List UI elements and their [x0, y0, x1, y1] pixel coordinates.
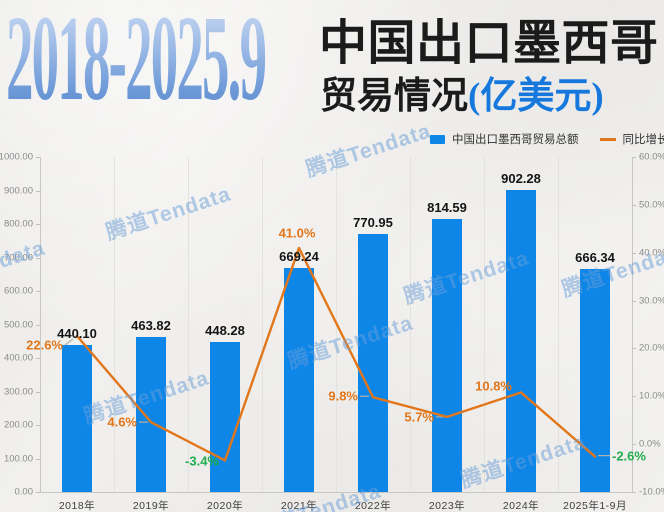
y-axis-right-tick-mark — [632, 300, 636, 302]
growth-label-leader — [64, 338, 74, 346]
legend-line-label: 同比增长率 — [622, 134, 664, 146]
x-axis-label: 2021年 — [280, 500, 318, 512]
y-axis-left-tick-label: 500.00 — [3, 319, 33, 330]
gridline — [262, 157, 263, 492]
title-period: 2018-2025.9 — [6, 0, 267, 126]
trend-line — [75, 246, 597, 462]
y-axis-right-tick-label: 50.0% — [639, 199, 664, 211]
y-axis-left-tick-mark — [36, 324, 40, 326]
title-sub-text: 贸易情况 — [320, 76, 468, 117]
legend: 中国出口墨西哥贸易总额 同比增长率 — [430, 131, 664, 147]
legend-bar-label: 中国出口墨西哥贸易总额 — [452, 134, 579, 146]
bar-value-label: 669.24 — [279, 248, 319, 264]
y-axis-left-tick-label: 100.00 — [3, 453, 33, 464]
growth-rate-label: 4.6% — [107, 414, 137, 430]
bar — [506, 189, 536, 492]
y-axis-left-tick-label: 400.00 — [3, 352, 33, 364]
y-axis-right-tick-label: -10.0% — [639, 486, 664, 498]
growth-rate-label: 9.8% — [328, 388, 358, 404]
x-axis-label: 2025年1-9月 — [562, 500, 628, 512]
title-unit: (亿美元) — [468, 76, 604, 117]
y-axis-right-tick-label: 0.0% — [639, 438, 661, 450]
x-axis-label: 2023年 — [428, 500, 466, 512]
x-axis-label: 2024年 — [502, 500, 540, 512]
y-axis-right-tick-mark — [632, 348, 636, 350]
y-axis-left-tick-label: 700.00 — [3, 252, 33, 263]
bar — [580, 268, 610, 492]
bar — [432, 219, 462, 492]
y-axis-left-tick-mark — [36, 291, 40, 292]
bar — [358, 233, 388, 492]
y-axis-left-tick-label: 600.00 — [3, 285, 33, 297]
y-axis-left-tick-label: 300.00 — [3, 386, 33, 397]
legend-bar-swatch — [430, 134, 445, 144]
y-axis-right-tick-mark — [632, 252, 636, 254]
y-axis-left-tick-mark — [36, 492, 40, 493]
growth-rate-label: -3.4% — [185, 453, 219, 469]
y-axis-right-tick-label: 40.0% — [639, 247, 664, 259]
bar-value-label: 448.28 — [205, 322, 245, 338]
plot-area: 1000.00 900.00 800.00 700.00 600.00 500.00 400… — [0, 152, 664, 512]
growth-rate-label: -2.6% — [612, 448, 646, 464]
y-axis-left-tick-mark — [36, 190, 40, 192]
gridline — [188, 157, 189, 492]
y-axis-left-tick-label: 800.00 — [3, 218, 33, 230]
bar — [136, 336, 166, 492]
y-axis-left-tick-mark — [36, 157, 40, 158]
y-axis-right-tick-label: 30.0% — [639, 295, 664, 307]
bar-value-label: 814.59 — [427, 200, 467, 216]
y-axis-left-tick-mark — [36, 425, 40, 426]
title-main: 中国出口墨西哥 — [319, 17, 659, 70]
gridline — [40, 157, 41, 492]
x-axis-label: 2018年 — [58, 500, 96, 512]
y-axis-left-tick-label: 900.00 — [3, 185, 33, 196]
growth-rate-label: 10.8% — [475, 378, 512, 394]
bar — [284, 267, 314, 492]
y-axis-left-tick-mark — [36, 458, 40, 460]
trend-line-layer — [64, 246, 610, 462]
y-axis-left-tick-label: 0.00 — [14, 486, 34, 498]
gridline — [114, 157, 115, 492]
bar-value-label: 902.28 — [501, 170, 541, 186]
y-axis-left-tick-mark — [36, 257, 40, 259]
y-axis-right-tick-mark — [632, 396, 636, 398]
y-axis-right-tick-mark — [632, 444, 636, 446]
y-axis-right-tick-mark — [632, 157, 636, 158]
growth-rate-label: 22.6% — [26, 337, 63, 353]
y-axis-left-tick-label: 200.00 — [3, 419, 33, 431]
y-axis-right-tick-mark — [632, 204, 636, 206]
title-sub: 贸易情况(亿美元) — [320, 76, 604, 117]
gridline — [484, 157, 485, 492]
growth-rate-label: 5.7% — [404, 409, 434, 425]
x-axis-line — [40, 492, 632, 493]
growth-rate-label: 41.0% — [278, 225, 316, 241]
gridline — [632, 157, 633, 492]
bar-value-label: 440.10 — [57, 325, 97, 341]
bar-value-label: 770.95 — [353, 214, 393, 230]
bar-value-label: 666.34 — [575, 249, 615, 265]
bar — [210, 341, 240, 492]
y-axis-left-tick-label: 1000.00 — [0, 151, 33, 163]
x-axis-label: 2019年 — [132, 500, 170, 512]
y-axis-left-tick-mark — [36, 358, 40, 359]
bar — [62, 344, 92, 492]
x-axis-label: 2022年 — [354, 500, 392, 512]
y-axis-right-tick-mark — [632, 492, 636, 493]
gridline — [410, 157, 411, 492]
legend-line-swatch — [599, 137, 616, 141]
y-axis-right-tick-label: 10.0% — [639, 390, 664, 402]
y-axis-right-tick-label: 20.0% — [639, 342, 664, 354]
bar-value-label: 463.82 — [131, 317, 171, 333]
y-axis-right-tick-label: 60.0% — [639, 151, 664, 163]
y-axis-left-tick-mark — [36, 391, 40, 393]
x-axis-label: 2020年 — [206, 500, 244, 512]
gridline — [558, 157, 559, 492]
y-axis-left-tick-mark — [36, 224, 40, 225]
